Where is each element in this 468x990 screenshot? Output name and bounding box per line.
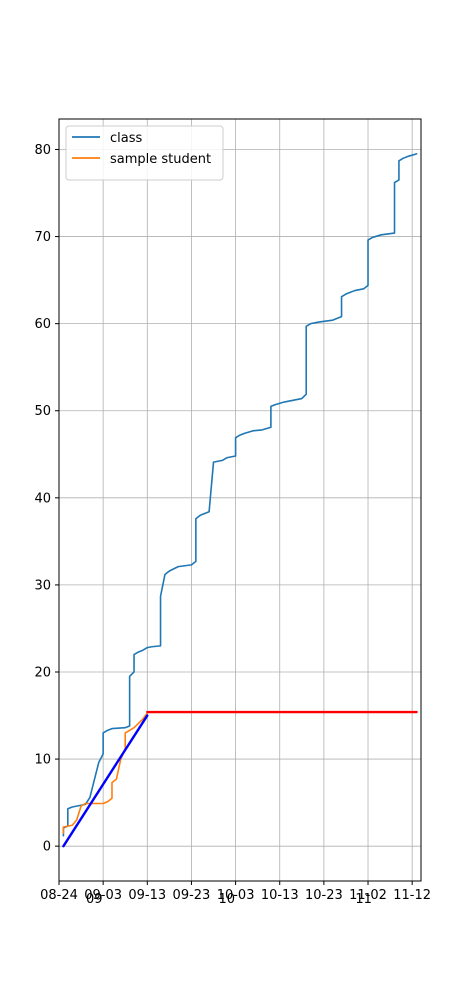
x-month-label: 11 xyxy=(355,892,372,907)
legend-label: sample student xyxy=(110,152,211,167)
y-tick-label: 20 xyxy=(34,665,51,680)
y-axis-ticks: 0 10 20 30 40 50 60 70 80 xyxy=(34,143,59,855)
grid xyxy=(58,119,421,881)
legend-label: class xyxy=(110,131,142,146)
x-tick-label: 11-02 xyxy=(349,888,387,903)
x-tick-label: 10-23 xyxy=(305,888,343,903)
y-tick-label: 50 xyxy=(34,404,51,419)
series-lines xyxy=(62,153,418,848)
x-tick-label: 08-24 xyxy=(40,888,78,903)
y-tick-label: 40 xyxy=(34,491,51,506)
legend-box xyxy=(65,125,224,181)
x-tick-label: 10-13 xyxy=(261,888,299,903)
series-line-class xyxy=(62,153,418,837)
plot-frame xyxy=(58,118,422,882)
x-tick-label: 11-12 xyxy=(393,888,431,903)
x-tick-label: 09-03 xyxy=(84,888,122,903)
x-month-label: 10 xyxy=(218,892,235,907)
y-tick-label: 10 xyxy=(34,753,51,768)
x-tick-label: 09-13 xyxy=(128,888,166,903)
y-tick-label: 60 xyxy=(34,317,51,332)
x-tick-label: 09-23 xyxy=(173,888,211,903)
legend: class sample student xyxy=(65,125,224,181)
series-line-sample-student xyxy=(62,712,149,834)
x-tick-label: 10-03 xyxy=(217,888,255,903)
reference-line-2 xyxy=(62,714,149,848)
y-tick-label: 30 xyxy=(34,578,51,593)
x-axis-ticks: 08-24 09-03 09-13 09-23 10-03 10-13 10-23 11-02… xyxy=(40,881,431,907)
y-tick-label: 0 xyxy=(43,840,51,855)
y-tick-label: 70 xyxy=(34,230,51,245)
y-tick-label: 80 xyxy=(34,143,51,158)
x-month-label: 09 xyxy=(86,892,103,907)
